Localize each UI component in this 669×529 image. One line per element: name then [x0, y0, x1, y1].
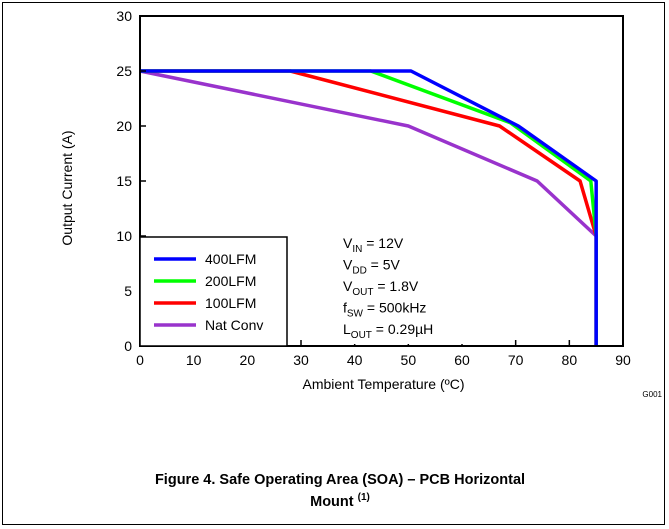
- figure-caption: Figure 4. Safe Operating Area (SOA) – PC…: [60, 472, 620, 511]
- x-tick-label: 70: [508, 352, 524, 368]
- x-axis-title: Ambient Temperature (ºC): [302, 376, 464, 392]
- y-tick-label: 0: [124, 338, 132, 354]
- annotation-line: VOUT = 1.8V: [343, 278, 419, 298]
- graph-id: G001: [642, 390, 662, 399]
- y-tick-label: 30: [116, 8, 132, 24]
- y-axis-title: Output Current (A): [59, 130, 75, 245]
- y-tick-label: 5: [124, 283, 132, 299]
- legend-label: Nat Conv: [205, 317, 263, 333]
- annotation-line: VIN = 12V: [343, 235, 404, 255]
- x-tick-label: 80: [562, 352, 578, 368]
- figure-frame: [2, 2, 665, 525]
- annotation-line: LOUT = 0.29µH: [343, 321, 433, 341]
- soa-chart: 0 10 20 30 40 50 60 70 80 90 0 5 10 15 20 25 30 Ambient …: [59, 8, 663, 399]
- x-tick-label: 0: [136, 352, 144, 368]
- series-layer: [139, 69, 598, 346]
- x-tick-label: 90: [615, 352, 631, 368]
- caption-note-mark: (1): [357, 492, 370, 503]
- annotation-line: VDD = 5V: [343, 257, 401, 277]
- y-tick-label: 15: [116, 173, 132, 189]
- caption-line-1: Figure 4. Safe Operating Area (SOA) – PC…: [154, 472, 526, 488]
- annotation-box: [330, 232, 470, 344]
- x-tick-label: 50: [401, 352, 417, 368]
- x-tick-label: 30: [293, 352, 309, 368]
- series-line-400lfm: [140, 69, 598, 346]
- tick-layer: 0 10 20 30 40 50 60 70 80 90 0 5 10 15 20 25 30: [116, 8, 631, 368]
- y-tick-label: 20: [116, 118, 132, 134]
- legend-label: 200LFM: [205, 273, 256, 289]
- legend-box: [139, 236, 288, 347]
- x-tick-label: 60: [454, 352, 470, 368]
- x-tick-label: 10: [186, 352, 202, 368]
- caption-line-2-text: Mount: [310, 493, 354, 510]
- annotation-line: fSW = 500kHz: [343, 300, 426, 320]
- legend-label: 100LFM: [205, 295, 256, 311]
- x-tick-label: 20: [240, 352, 256, 368]
- legend-label: 400LFM: [205, 251, 256, 267]
- y-tick-label: 25: [116, 63, 132, 79]
- caption-line-2: Mount (1): [60, 489, 620, 511]
- x-tick-label: 40: [347, 352, 363, 368]
- legend: 400LFM 200LFM 100LFM Nat Conv: [139, 236, 288, 347]
- y-tick-label: 10: [116, 228, 132, 244]
